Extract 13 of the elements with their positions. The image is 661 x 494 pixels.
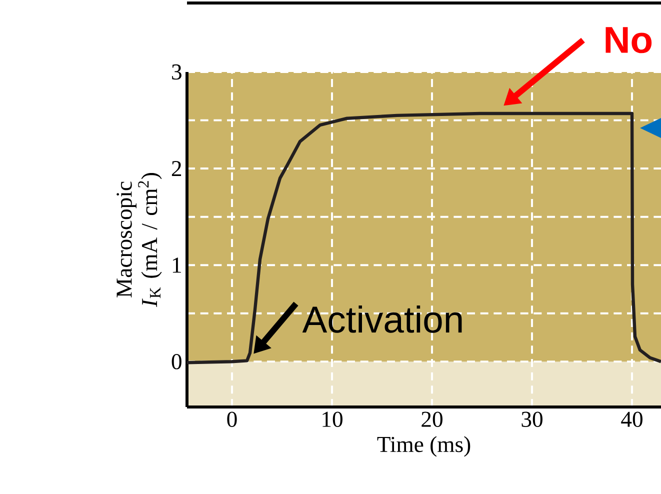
y-tick-label: 2 — [172, 161, 182, 176]
y-tick-label: 1 — [172, 258, 181, 273]
x-tick-label: 20 — [422, 412, 442, 428]
x-axis-title: Time (ms) — [377, 436, 470, 457]
y-tick-label: 0 — [172, 354, 182, 370]
annotation: Activation — [302, 305, 462, 333]
x-tick-label: 0 — [227, 412, 237, 428]
text: No — [606, 27, 652, 54]
y-tick-label: 3 — [172, 64, 182, 80]
x-tick-label: 40 — [621, 412, 642, 428]
y-axis-title: Macroscopic I$_{K}$ (mA / cm$^{2}$) — [116, 173, 162, 308]
x-tick-label: 10 — [322, 412, 342, 428]
x-tick-label: 30 — [522, 412, 542, 428]
